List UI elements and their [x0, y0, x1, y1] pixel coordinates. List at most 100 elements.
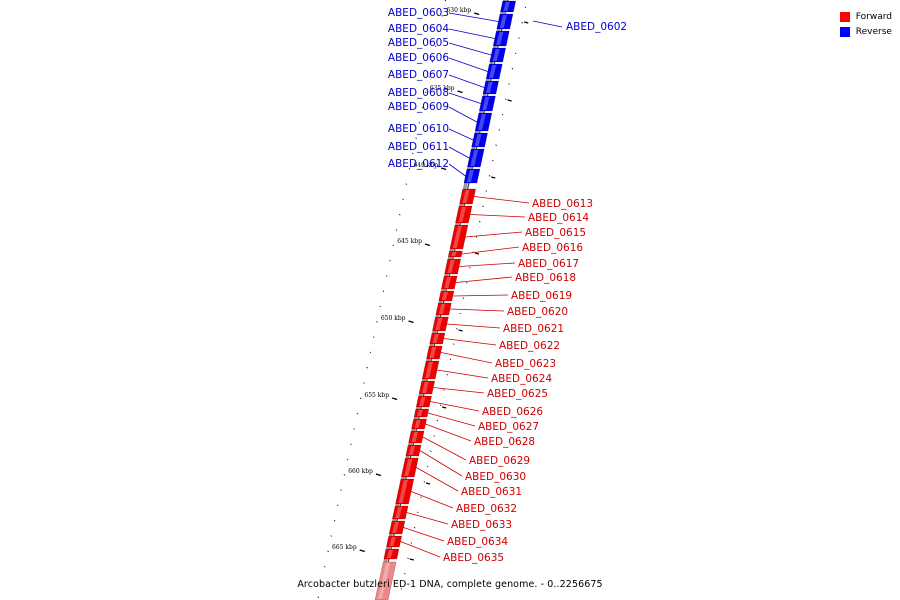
minor-tick-left	[372, 336, 375, 338]
gene-label-forward: ABED_0626	[482, 406, 543, 418]
forward-gene-block-highlight	[392, 522, 399, 533]
legend-item-reverse: Reverse	[839, 24, 892, 39]
minor-tick-right	[488, 175, 491, 177]
leader-line	[470, 214, 526, 218]
reverse-gene-block-highlight	[482, 97, 490, 110]
reverse-gene-block-body	[482, 80, 499, 95]
minor-tick-left	[412, 152, 414, 155]
leader-line	[461, 246, 520, 255]
forward-gene-block-highlight	[411, 432, 419, 442]
minor-tick-right	[521, 22, 523, 24]
major-tick-mark	[408, 320, 414, 324]
major-tick-mark	[375, 473, 382, 477]
minor-tick-left	[389, 259, 391, 262]
leader-line	[465, 231, 523, 238]
major-tick-mark-right	[458, 329, 463, 332]
reverse-gene-block-body	[478, 95, 496, 112]
reverse-gene-block	[467, 148, 485, 168]
leader-line	[425, 423, 472, 442]
minor-tick-left	[392, 244, 395, 247]
minor-tick-left	[353, 428, 355, 430]
forward-gene-block-highlight	[429, 347, 437, 358]
leader-line	[448, 128, 474, 141]
reverse-gene-block-body	[496, 13, 514, 30]
minor-tick-left	[356, 412, 359, 415]
gene-label-forward: ABED_0616	[522, 242, 583, 254]
forward-gene-block	[426, 345, 443, 360]
minor-tick-left	[343, 474, 346, 476]
forward-gene-block	[388, 520, 406, 535]
minor-tick-left	[428, 76, 430, 78]
minor-tick-left	[385, 275, 388, 277]
minor-tick-left	[333, 519, 336, 522]
minor-tick-left	[340, 489, 342, 491]
minor-tick-right	[479, 220, 481, 223]
leader-line	[430, 401, 480, 412]
minor-tick-left	[330, 535, 333, 537]
forward-gene-block-highlight	[451, 252, 457, 256]
reverse-gene-block	[485, 63, 503, 80]
major-tick-mark	[391, 397, 398, 401]
minor-tick-right	[475, 236, 478, 238]
minor-tick-right	[462, 297, 465, 299]
gene-label-forward: ABED_0618	[515, 272, 576, 284]
legend-swatch-forward	[839, 11, 850, 22]
minor-tick-right	[495, 144, 497, 146]
forward-gene-block	[395, 478, 415, 505]
forward-gene-block-highlight	[432, 334, 439, 343]
minor-tick-right	[505, 98, 507, 101]
minor-tick-left	[395, 229, 398, 231]
gene-label-forward: ABED_0634	[447, 536, 508, 548]
gene-label-reverse: ABED_0603	[388, 7, 449, 19]
leader-line	[532, 20, 563, 28]
leader-line	[440, 352, 493, 364]
reverse-gene-block-highlight	[485, 82, 493, 93]
forward-gene-block-body	[429, 332, 446, 345]
minor-tick-left	[408, 168, 411, 170]
forward-gene-block-body	[444, 258, 462, 275]
minor-tick-right	[459, 312, 462, 315]
forward-gene-block-partial-highlight	[378, 563, 391, 599]
leader-line	[427, 412, 476, 427]
minor-tick-right	[423, 481, 426, 483]
gene-label-reverse: ABED_0611	[388, 141, 449, 153]
gene-label-forward: ABED_0628	[474, 436, 535, 448]
major-tick-mark	[359, 549, 365, 553]
gene-label-forward: ABED_0615	[525, 227, 586, 239]
leader-line	[406, 512, 449, 525]
major-tick-mark-right	[507, 99, 512, 102]
forward-gene-block-body	[438, 290, 455, 302]
forward-gene-block	[405, 444, 422, 457]
gene-label-reverse: ABED_0604	[388, 23, 449, 35]
gene-label-forward: ABED_0621	[503, 323, 564, 335]
forward-gene-block	[392, 505, 409, 520]
forward-gene-block-body	[415, 395, 432, 408]
minor-tick-left	[379, 305, 382, 308]
reverse-gene-block	[478, 95, 496, 112]
minor-tick-right	[498, 129, 501, 131]
forward-gene-block-highlight	[425, 362, 433, 378]
reverse-gene-block-highlight	[496, 32, 504, 45]
minor-tick-left	[376, 321, 378, 323]
minor-tick-right	[518, 37, 520, 39]
minor-tick-left	[337, 504, 339, 507]
forward-genes	[374, 188, 476, 600]
forward-gene-block-body	[413, 408, 430, 418]
minor-tick-left	[421, 106, 424, 109]
forward-gene-block-body	[435, 302, 452, 316]
leader-line	[411, 491, 454, 509]
forward-gene-block-body	[411, 418, 427, 430]
reverse-gene-block-body	[492, 30, 510, 47]
forward-gene-block-highlight	[462, 190, 470, 203]
gene-label-reverse: ABED_0612	[388, 158, 449, 170]
forward-gene-block	[411, 418, 427, 430]
leader-line	[448, 42, 492, 56]
leader-line	[448, 146, 470, 159]
forward-gene-block-body	[418, 380, 436, 395]
forward-gene-block-highlight	[386, 550, 393, 558]
genome-caption: Arcobacter butzleri ED-1 DNA, complete g…	[297, 579, 603, 590]
gene-label-forward: ABED_0633	[451, 519, 512, 531]
minor-tick-left	[431, 60, 434, 63]
leader-line	[450, 308, 505, 312]
leader-line	[448, 163, 466, 177]
